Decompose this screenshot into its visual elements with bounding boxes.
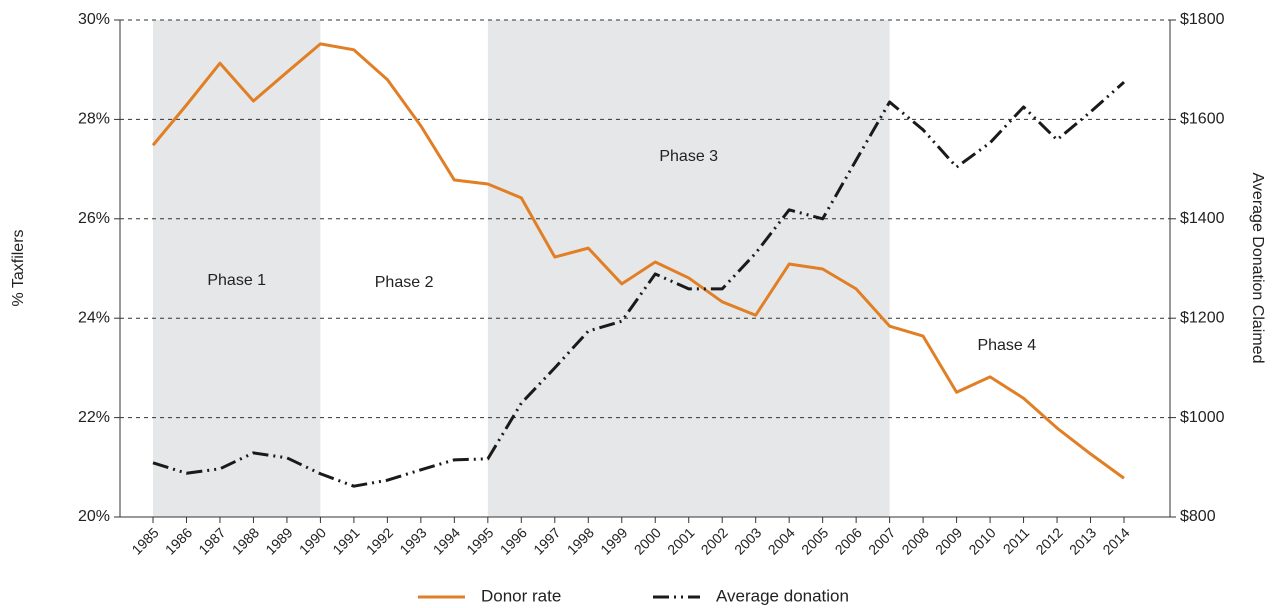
x-tick-label: 2011 [1000, 524, 1033, 557]
phase-label: Phase 4 [977, 337, 1036, 354]
x-tick-label: 2000 [631, 524, 664, 557]
x-tick-label: 1999 [597, 524, 630, 557]
legend-label: Donor rate [481, 586, 561, 605]
phase-label: Phase 1 [207, 272, 266, 289]
x-tick-label: 1987 [195, 524, 228, 557]
x-tick-label: 1992 [363, 524, 396, 557]
y-tick-label: 26% [78, 210, 110, 227]
x-tick-label: 1993 [396, 524, 429, 557]
y2-tick-label: $1800 [1180, 11, 1225, 28]
y-tick-label: 22% [78, 409, 110, 426]
x-tick-label: 1994 [430, 524, 463, 557]
x-tick-label: 2012 [1032, 524, 1065, 557]
x-tick-label: 1998 [564, 524, 597, 557]
x-tick-label: 1996 [497, 524, 530, 557]
x-tick-label: 2008 [898, 524, 931, 557]
x-tick-label: 2005 [798, 524, 831, 557]
y-tick-label: 28% [78, 111, 110, 128]
x-tick-label: 1995 [463, 524, 496, 557]
x-tick-label: 2004 [765, 524, 798, 557]
x-tick-label: 2007 [865, 524, 898, 557]
x-tick-label: 1985 [128, 524, 161, 557]
x-tick-label: 2013 [1066, 524, 1099, 557]
y2-axis-label: Average Donation Claimed [1249, 173, 1266, 364]
x-tick-label: 1988 [229, 524, 262, 557]
y-axis-label: % Taxfilers [10, 229, 27, 306]
y2-tick-label: $1000 [1180, 409, 1225, 426]
legend-label: Average donation [716, 586, 849, 605]
x-tick-label: 2002 [698, 524, 731, 557]
x-tick-label: 2006 [832, 524, 865, 557]
y2-tick-label: $1200 [1180, 309, 1225, 326]
phase-label: Phase 3 [659, 148, 718, 165]
x-tick-label: 2001 [664, 524, 697, 557]
x-tick-label: 1989 [262, 524, 295, 557]
x-tick-label: 2009 [932, 524, 965, 557]
y2-tick-label: $1400 [1180, 210, 1225, 227]
x-tick-label: 1991 [329, 524, 362, 557]
series-line [151, 42, 1125, 480]
phase-band [153, 20, 321, 517]
x-tick-label: 2003 [731, 524, 764, 557]
y2-tick-label: $1600 [1180, 111, 1225, 128]
x-tick-label: 2014 [1099, 524, 1132, 557]
y-tick-label: 20% [78, 508, 110, 525]
y-tick-label: 24% [78, 309, 110, 326]
x-tick-label: 1990 [296, 524, 329, 557]
y-tick-label: 30% [78, 11, 110, 28]
x-tick-label: 1997 [530, 524, 563, 557]
phase-band [487, 20, 890, 517]
phase-label: Phase 2 [375, 274, 434, 291]
x-tick-label: 2010 [965, 524, 998, 557]
x-tick-label: 1986 [162, 524, 195, 557]
y2-tick-label: $800 [1180, 508, 1216, 525]
